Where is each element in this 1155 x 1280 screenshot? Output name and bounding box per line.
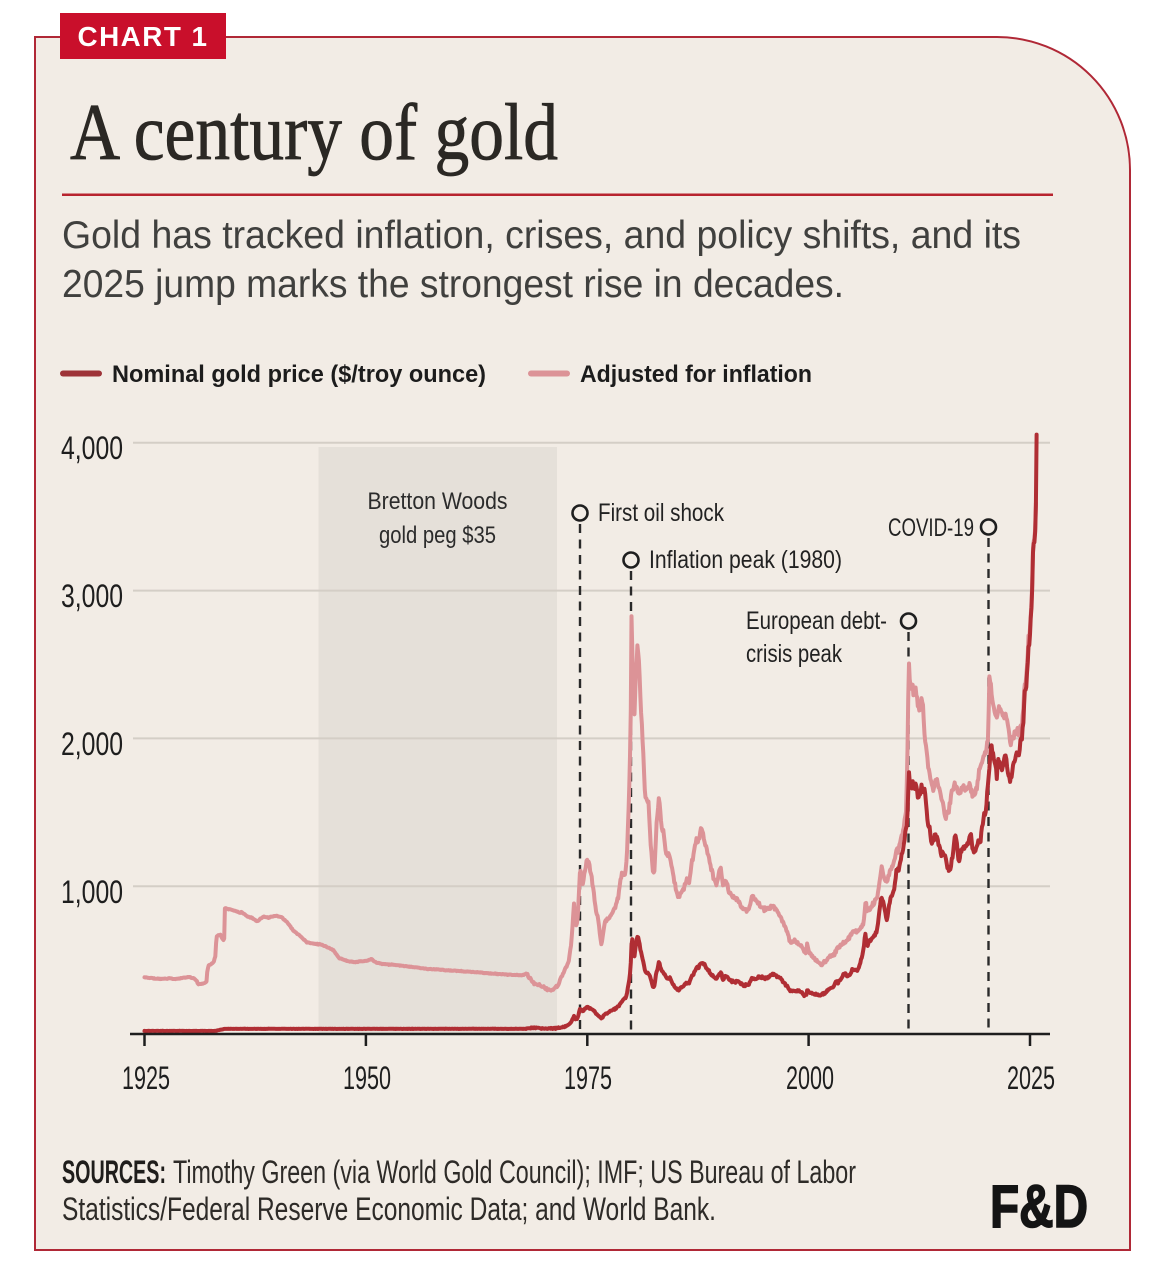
- svg-text:SOURCES:: SOURCES:: [62, 1154, 166, 1190]
- svg-text:crisis peak: crisis peak: [746, 640, 842, 668]
- svg-text:F&D: F&D: [990, 1173, 1088, 1240]
- svg-text:1,000: 1,000: [61, 874, 123, 910]
- svg-text:Gold has tracked inflation, cr: Gold has tracked inflation, crises, and …: [62, 214, 1021, 257]
- svg-text:2025: 2025: [1007, 1060, 1055, 1096]
- svg-text:2025 jump marks the strongest: 2025 jump marks the strongest rise in de…: [62, 263, 844, 306]
- svg-text:Bretton Woods: Bretton Woods: [368, 488, 508, 515]
- svg-text:First oil shock: First oil shock: [598, 499, 724, 527]
- svg-text:European debt-: European debt-: [746, 607, 887, 635]
- svg-text:gold peg $35: gold peg $35: [379, 522, 496, 549]
- svg-text:4,000: 4,000: [61, 430, 123, 466]
- svg-text:1925: 1925: [122, 1060, 170, 1096]
- svg-text:3,000: 3,000: [61, 578, 123, 614]
- svg-text:Nominal gold price ($/troy oun: Nominal gold price ($/troy ounce): [112, 361, 486, 388]
- svg-text:2000: 2000: [786, 1060, 834, 1096]
- svg-text:2,000: 2,000: [61, 726, 123, 762]
- svg-text:COVID-19: COVID-19: [888, 514, 974, 542]
- svg-text:CHART 1: CHART 1: [78, 21, 209, 52]
- svg-text:1950: 1950: [343, 1060, 391, 1096]
- svg-text:A century of gold: A century of gold: [70, 89, 558, 177]
- svg-text:Inflation peak (1980): Inflation peak (1980): [649, 546, 842, 574]
- svg-text:1975: 1975: [564, 1060, 612, 1096]
- svg-text:Statistics/Federal Reserve Eco: Statistics/Federal Reserve Economic Data…: [62, 1191, 716, 1227]
- svg-text:Adjusted for inflation: Adjusted for inflation: [580, 361, 812, 388]
- svg-text:Timothy Green (via World Gold: Timothy Green (via World Gold Council); …: [173, 1154, 856, 1190]
